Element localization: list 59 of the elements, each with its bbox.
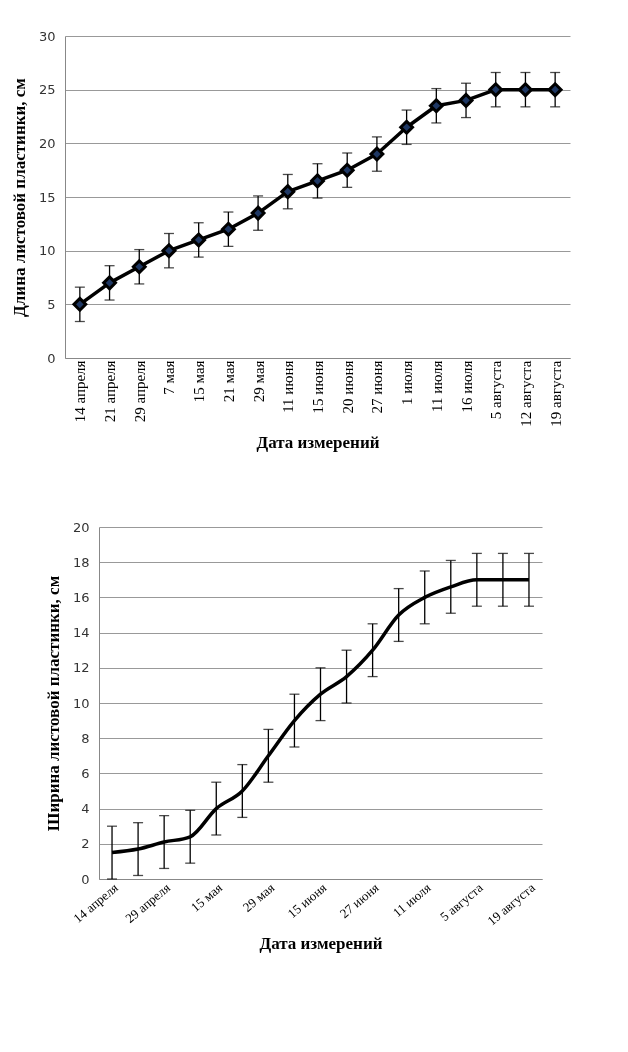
- x-tick-label: 11 июня: [280, 360, 297, 413]
- x-tick-label: 27 июня: [369, 360, 386, 414]
- point: [161, 243, 177, 259]
- x-tick-label: 15 мая: [187, 879, 226, 915]
- point: [310, 173, 325, 189]
- y-tick-label: 10: [38, 243, 56, 259]
- y-tick-label: 14: [72, 625, 90, 641]
- x-tick-label: 20 июня: [339, 360, 356, 414]
- x-tick-label: 15 июня: [310, 360, 326, 414]
- point: [220, 221, 236, 237]
- x-tick-label: 16 июля: [458, 360, 475, 413]
- y-tick-label: 20: [72, 519, 90, 535]
- x-tick-label: 11 июля: [389, 879, 434, 921]
- y-tick-label: 16: [72, 589, 90, 605]
- x-tick-label: 29 апреля: [131, 360, 148, 423]
- point: [339, 162, 355, 178]
- x-tick-label: 1 июля: [399, 360, 416, 405]
- point: [547, 82, 563, 98]
- y-tick-label: 15: [38, 189, 56, 205]
- y-axis-title: Ширина листовой пластинки, см: [43, 575, 63, 832]
- x-tick-label: 21 апреля: [102, 360, 119, 423]
- x-axis-title: Дата измерений: [256, 432, 380, 452]
- point: [102, 275, 117, 291]
- y-tick-label: 4: [81, 801, 90, 817]
- point: [518, 82, 533, 98]
- point: [72, 296, 88, 312]
- y-tick-label: 8: [81, 730, 90, 746]
- x-tick-label: 11 июля: [428, 360, 445, 412]
- x-tick-label: 12 августа: [517, 360, 534, 427]
- x-tick-label: 14 апреля: [72, 360, 89, 423]
- x-tick-label: 19 августа: [547, 360, 564, 427]
- y-tick-label: 25: [38, 82, 56, 98]
- x-tick-label: 5 августа: [488, 360, 505, 420]
- x-tick-label: 15 мая: [191, 360, 208, 403]
- x-tick-label: 29 мая: [239, 879, 278, 915]
- point: [488, 82, 504, 98]
- y-tick-label: 12: [72, 660, 90, 676]
- point: [458, 92, 474, 108]
- x-tick-label: 29 мая: [250, 360, 267, 403]
- y-tick-label: 6: [81, 765, 90, 781]
- y-tick-label: 30: [38, 28, 56, 44]
- point: [428, 98, 444, 114]
- y-tick-label: 0: [47, 350, 56, 366]
- y-axis-title: Длина листовой пластинки, см: [9, 77, 29, 317]
- x-tick-label: 21 мая: [220, 360, 237, 403]
- y-tick-label: 20: [38, 135, 56, 151]
- y-tick-label: 5: [47, 296, 56, 312]
- y-tick-label: 18: [72, 554, 90, 570]
- point: [399, 119, 415, 135]
- point: [191, 232, 207, 248]
- x-tick-label: 7 мая: [161, 360, 178, 395]
- y-tick-label: 0: [81, 871, 90, 887]
- x-axis-title: Дата измерений: [259, 934, 383, 954]
- point: [250, 205, 266, 221]
- point: [280, 184, 296, 200]
- y-tick-label: 10: [72, 695, 90, 711]
- y-tick-label: 2: [81, 836, 90, 852]
- point: [131, 259, 147, 275]
- point: [369, 146, 385, 162]
